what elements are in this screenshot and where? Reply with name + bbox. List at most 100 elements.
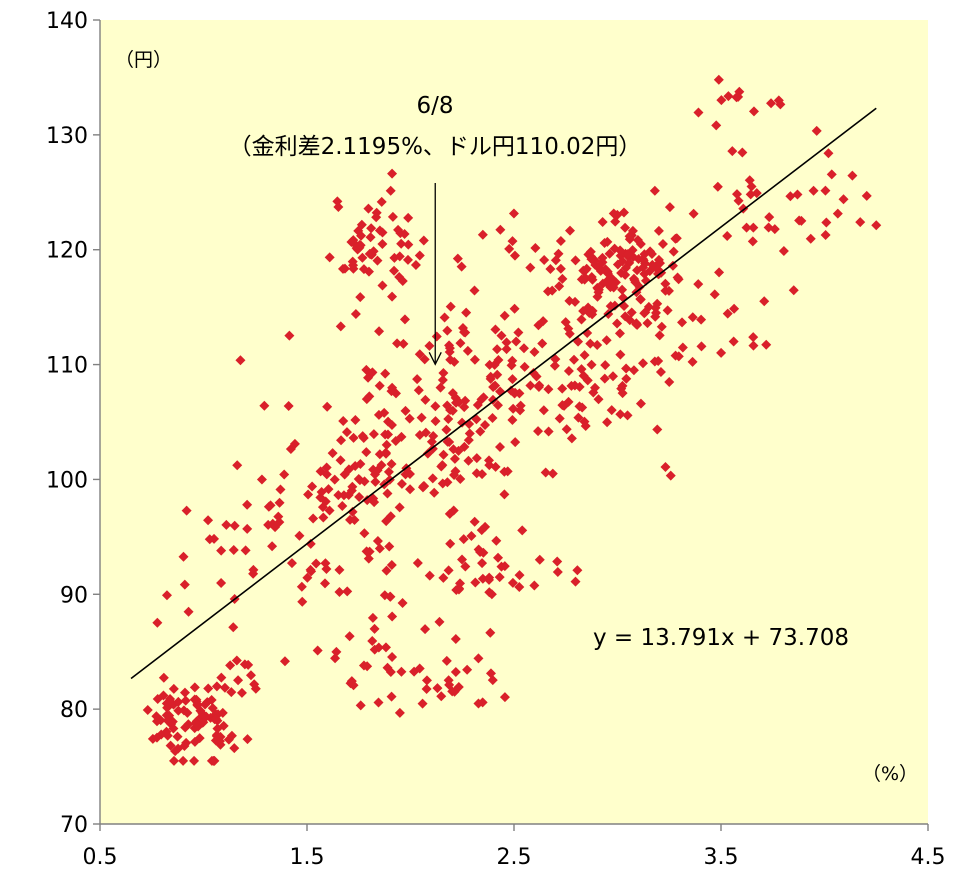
data-point <box>348 263 359 274</box>
data-point <box>394 251 405 262</box>
data-point <box>508 208 519 219</box>
data-point <box>668 246 679 257</box>
data-point <box>208 755 219 766</box>
data-point <box>412 557 423 568</box>
data-point <box>469 516 480 527</box>
data-point <box>612 209 623 220</box>
data-point <box>335 455 346 466</box>
data-point <box>374 225 385 236</box>
data-point <box>231 655 242 666</box>
data-point <box>438 449 449 460</box>
data-point <box>492 369 503 380</box>
data-point <box>585 246 596 257</box>
data-point <box>329 474 340 485</box>
data-point <box>428 430 439 441</box>
data-point <box>403 212 414 223</box>
data-point <box>431 331 442 342</box>
data-point <box>616 383 627 394</box>
data-point <box>552 566 563 577</box>
data-point <box>632 265 643 276</box>
data-point <box>507 374 518 385</box>
data-point <box>416 412 427 423</box>
data-point <box>492 344 503 355</box>
data-point <box>499 310 510 321</box>
data-point <box>621 363 632 374</box>
data-point <box>711 120 722 131</box>
data-point <box>716 95 727 106</box>
data-point <box>709 289 720 300</box>
y-tick-label: 130 <box>46 124 88 149</box>
data-point <box>402 254 413 265</box>
data-point <box>547 285 558 296</box>
data-point <box>576 364 587 375</box>
data-point <box>485 373 496 384</box>
data-point <box>414 250 425 261</box>
data-point <box>350 415 361 426</box>
data-point <box>158 672 169 683</box>
data-point <box>450 392 461 403</box>
data-point <box>189 682 200 693</box>
data-point <box>147 733 158 744</box>
data-point <box>394 707 405 718</box>
data-point <box>279 656 290 667</box>
data-point <box>655 258 666 269</box>
data-point <box>437 375 448 386</box>
data-point <box>181 737 192 748</box>
data-point <box>414 430 425 441</box>
data-point <box>537 338 548 349</box>
data-point <box>490 461 501 472</box>
data-point <box>620 269 631 280</box>
data-point <box>442 325 453 336</box>
data-point <box>642 318 653 329</box>
data-point <box>564 295 575 306</box>
data-point <box>460 561 471 572</box>
data-point <box>785 191 796 202</box>
data-point <box>443 565 454 576</box>
data-point <box>484 572 495 583</box>
data-point <box>178 551 189 562</box>
data-point <box>173 705 184 716</box>
data-point <box>570 576 581 587</box>
data-point <box>663 285 674 296</box>
data-point <box>568 354 579 365</box>
data-point <box>476 394 487 405</box>
data-point <box>346 236 357 247</box>
data-point <box>510 437 521 448</box>
data-point <box>471 453 482 464</box>
data-point <box>543 384 554 395</box>
data-point <box>593 287 604 298</box>
data-point <box>458 534 469 545</box>
data-point <box>632 319 643 330</box>
data-point <box>386 459 397 470</box>
data-point <box>485 627 496 638</box>
data-point <box>529 346 540 357</box>
data-point <box>394 502 405 513</box>
data-point <box>729 303 740 314</box>
data-point <box>451 585 462 596</box>
y-tick-label: 70 <box>60 813 88 838</box>
y-tick-label: 120 <box>46 239 88 264</box>
data-point <box>480 521 491 532</box>
data-point <box>363 203 374 214</box>
data-point <box>397 276 408 287</box>
data-point <box>533 426 544 437</box>
data-point <box>345 678 356 689</box>
data-point <box>549 360 560 371</box>
data-points <box>142 74 882 766</box>
regression-equation: y = 13.791x + 73.708 <box>593 625 849 651</box>
data-point <box>713 74 724 85</box>
data-point <box>761 339 772 350</box>
data-point <box>601 335 612 346</box>
data-point <box>506 385 517 396</box>
data-point <box>216 672 227 683</box>
data-point <box>564 225 575 236</box>
data-point <box>747 236 758 247</box>
y-tick-label: 110 <box>46 354 88 379</box>
data-point <box>728 336 739 347</box>
data-point <box>550 255 561 266</box>
data-point <box>600 264 611 275</box>
data-point <box>398 338 409 349</box>
data-point <box>386 560 397 571</box>
data-point <box>748 332 759 343</box>
data-point <box>380 368 391 379</box>
